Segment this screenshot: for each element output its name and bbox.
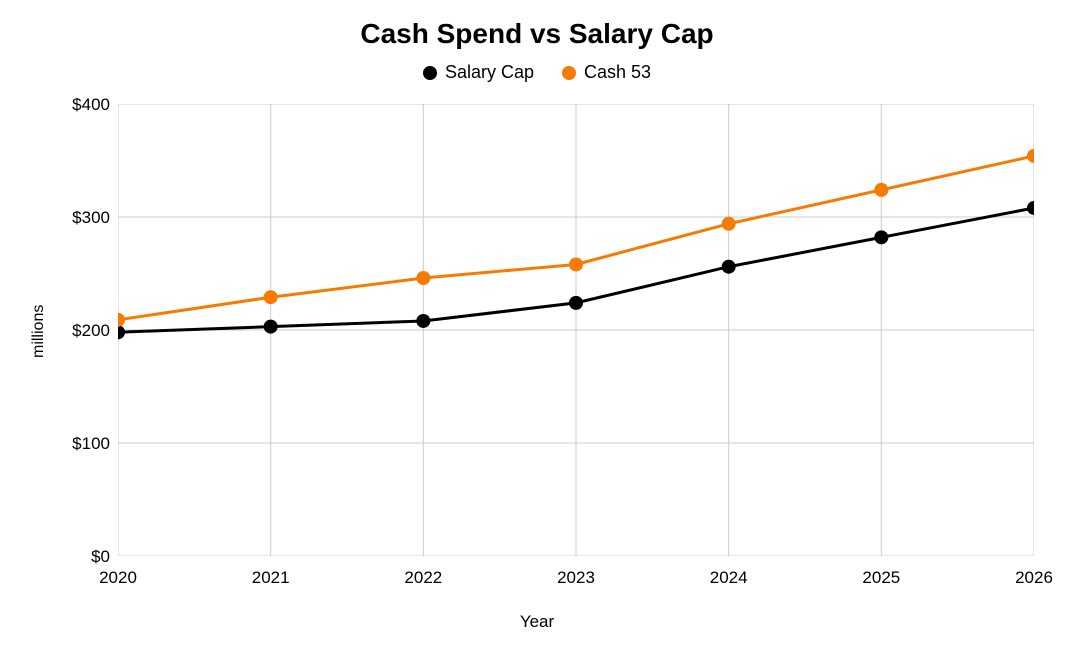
legend-marker-icon: [562, 66, 576, 80]
x-tick-label: 2023: [557, 568, 595, 588]
x-tick-label: 2026: [1015, 568, 1053, 588]
series-marker: [722, 260, 736, 274]
x-tick-label: 2022: [404, 568, 442, 588]
legend-marker-icon: [423, 66, 437, 80]
chart-legend: Salary Cap Cash 53: [0, 62, 1074, 83]
legend-item-cash-53: Cash 53: [562, 62, 651, 83]
series-marker: [722, 217, 736, 231]
series-marker: [1027, 149, 1034, 163]
series-marker: [569, 257, 583, 271]
series-marker: [1027, 201, 1034, 215]
y-tick-label: $300: [52, 208, 110, 228]
legend-item-salary-cap: Salary Cap: [423, 62, 534, 83]
series-marker: [416, 314, 430, 328]
x-tick-label: 2020: [99, 568, 137, 588]
x-axis-label: Year: [0, 612, 1074, 632]
series-marker: [264, 320, 278, 334]
y-tick-label: $100: [52, 434, 110, 454]
chart-plot: [118, 104, 1034, 556]
series-marker: [874, 230, 888, 244]
series-marker: [874, 183, 888, 197]
x-tick-label: 2021: [252, 568, 290, 588]
series-marker: [118, 325, 125, 339]
y-axis-label: millions: [30, 305, 48, 358]
legend-label: Salary Cap: [445, 62, 534, 83]
x-tick-label: 2025: [862, 568, 900, 588]
series-marker: [264, 290, 278, 304]
series-marker: [118, 313, 125, 327]
y-tick-label: $0: [52, 547, 110, 567]
y-tick-label: $200: [52, 321, 110, 341]
chart-container: Cash Spend vs Salary Cap Salary Cap Cash…: [0, 0, 1074, 662]
series-marker: [416, 271, 430, 285]
chart-title: Cash Spend vs Salary Cap: [0, 18, 1074, 50]
x-tick-label: 2024: [710, 568, 748, 588]
series-marker: [569, 296, 583, 310]
y-tick-label: $400: [52, 95, 110, 115]
legend-label: Cash 53: [584, 62, 651, 83]
